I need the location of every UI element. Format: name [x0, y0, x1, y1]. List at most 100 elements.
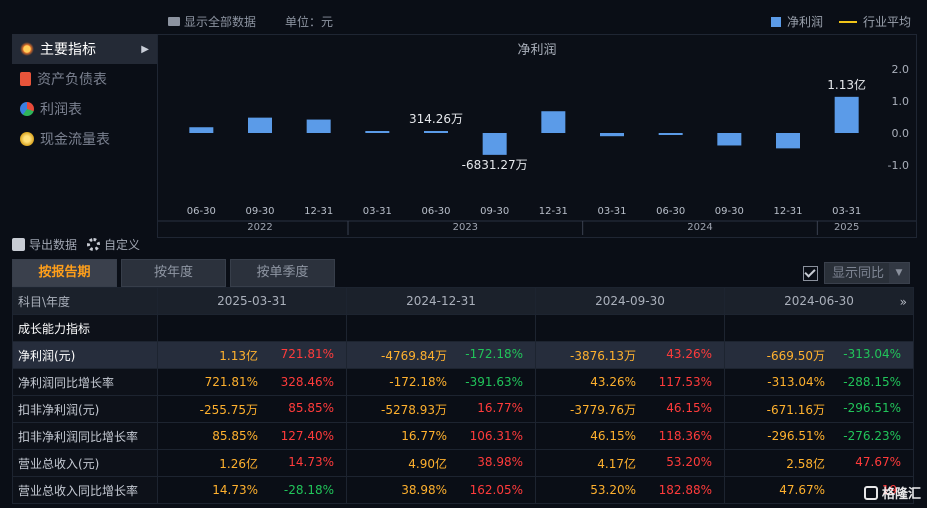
table-row[interactable]: 净利润(元) 1.13亿 721.81% -4769.84万 -172.18% -3876… — [12, 341, 914, 369]
column-header: 2025-03-31 — [157, 287, 347, 315]
table-cell: 1.26亿 14.73% — [157, 449, 347, 477]
cell-yoy-value: 85.85% — [288, 400, 334, 415]
cell-yoy-value: 182.88% — [658, 483, 712, 497]
sidebar-item-balance-sheet[interactable]: 资产负债表 — [12, 64, 157, 94]
cell-value: 85.85% — [212, 429, 258, 443]
column-header: 2024-09-30 — [535, 287, 725, 315]
sidebar-item-main-indicators[interactable]: 主要指标 ▶ — [12, 34, 157, 64]
section-empty-cell — [346, 314, 536, 342]
star-icon — [20, 42, 34, 56]
cell-yoy-value: 328.46% — [280, 375, 334, 389]
yoy-checkbox[interactable] — [803, 265, 818, 281]
row-label: 扣非净利润(元) — [12, 395, 158, 423]
chart-bar — [717, 133, 742, 146]
row-label: 扣非净利润同比增长率 — [12, 422, 158, 450]
table-cell: 14.73% -28.18% — [157, 476, 347, 504]
cell-yoy-value: -288.15% — [843, 375, 901, 389]
x-tick-label: 12-31 — [304, 206, 333, 217]
cell-yoy-value: -172.18% — [465, 346, 523, 361]
sidebar-item-label: 现金流量表 — [40, 132, 110, 148]
cell-value: 14.73% — [212, 483, 258, 497]
section-title: 成长能力指标 — [12, 314, 158, 342]
legend-bar-label: 净利润 — [786, 15, 823, 29]
table-cell: 43.26% 117.53% — [535, 368, 725, 396]
table-row[interactable]: 营业总收入(元) 1.26亿 14.73% 4.90亿 38.98% 4.17亿 53.20… — [12, 449, 914, 477]
y-tick-label: 2.0 — [892, 63, 910, 76]
row-label: 营业总收入同比增长率 — [12, 476, 158, 504]
export-button[interactable]: 导出数据 — [29, 238, 78, 252]
chevron-down-icon: ▼ — [889, 263, 909, 283]
logo-icon — [863, 485, 878, 500]
table-cell: 46.15% 118.36% — [535, 422, 725, 450]
table-cell: -671.16万 -296.51% — [724, 395, 914, 423]
y-tick-label: 1.0 — [892, 95, 910, 108]
section-empty-cell — [157, 314, 347, 342]
yoy-control: 显示同比 ▼ — [803, 262, 910, 284]
cell-value: -4769.84万 — [381, 348, 447, 363]
chart-bar — [658, 133, 683, 135]
x-tick-label: 09-30 — [715, 206, 744, 217]
x-tick-label: 06-30 — [187, 206, 216, 217]
x-tick-label: 06-30 — [421, 206, 450, 217]
cell-yoy-value: 14.73% — [288, 454, 334, 469]
show-all-data-button[interactable]: 显示全部数据 — [168, 13, 256, 30]
tab-by-report-period[interactable]: 按报告期 — [12, 259, 117, 287]
corner-header: 科目\年度 — [12, 287, 158, 315]
cell-yoy-value: 16.77% — [477, 400, 523, 415]
table-cell: -4769.84万 -172.18% — [346, 341, 536, 369]
cell-yoy-value: -276.23% — [843, 429, 901, 443]
cell-value: -172.18% — [389, 375, 447, 389]
table-cell: -669.50万 -313.04% — [724, 341, 914, 369]
table-row[interactable]: 营业总收入同比增长率 14.73% -28.18% 38.98% 162.05% 53.2… — [12, 476, 914, 504]
x-tick-label: 12-31 — [773, 206, 802, 217]
legend-bar-swatch — [770, 16, 781, 27]
chart-bar — [776, 133, 800, 149]
sidebar-item-cash-flow[interactable]: 现金流量表 — [12, 124, 157, 154]
table-row[interactable]: 净利润同比增长率 721.81% 328.46% -172.18% -391.63% 43… — [12, 368, 914, 396]
custom-button[interactable]: 自定义 — [104, 238, 141, 252]
cell-value: 43.26% — [590, 375, 636, 389]
table-cell: 4.90亿 38.98% — [346, 449, 536, 477]
table-cell: 85.85% 127.40% — [157, 422, 347, 450]
sidebar-item-income-statement[interactable]: 利润表 — [12, 94, 157, 124]
tab-by-year[interactable]: 按年度 — [121, 259, 226, 287]
chart-bar — [248, 117, 272, 133]
cell-value: -5278.93万 — [381, 402, 447, 417]
cell-yoy-value: 721.81% — [280, 346, 334, 361]
period-tabs: 按报告期 按年度 按单季度 — [12, 259, 335, 287]
balance-sheet-icon — [20, 72, 31, 86]
table-cell: 4.17亿 53.20% — [535, 449, 725, 477]
cell-value: 4.17亿 — [597, 456, 636, 471]
sidebar-item-label: 利润表 — [40, 102, 82, 118]
table-cell: -255.75万 85.85% — [157, 395, 347, 423]
table-cell: 53.20% 182.88% — [535, 476, 725, 504]
chart-bar — [424, 131, 448, 133]
cell-value: 46.15% — [590, 429, 636, 443]
yoy-select[interactable]: 显示同比 ▼ — [824, 262, 910, 284]
cell-yoy-value: 106.31% — [469, 429, 523, 443]
more-columns-icon[interactable]: » — [899, 295, 907, 309]
chart-bar — [482, 133, 507, 155]
cell-yoy-value: 19. — [881, 483, 901, 497]
tab-by-quarter[interactable]: 按单季度 — [230, 259, 335, 287]
table-row[interactable]: 扣非净利润(元) -255.75万 85.85% -5278.93万 16.77% -37… — [12, 395, 914, 423]
data-label: 314.26万 — [409, 112, 463, 126]
table-cell: 38.98% 162.05% — [346, 476, 536, 504]
chart-bar — [365, 131, 390, 133]
comment-icon — [168, 17, 180, 26]
cell-yoy-value: 127.40% — [280, 429, 334, 443]
table-row[interactable]: 扣非净利润同比增长率 85.85% 127.40% 16.77% 106.31% 46.1… — [12, 422, 914, 450]
x-tick-label: 12-31 — [539, 206, 568, 217]
x-tick-label: 09-30 — [245, 206, 274, 217]
chart-bar — [541, 111, 566, 133]
chart-svg: 净利润 2.0 1.0 0.0 -1.0 06-30 09-30 12-31 03-31 06-… — [158, 43, 916, 235]
x-tick-label: 09-30 — [480, 206, 509, 217]
cell-value: 721.81% — [204, 375, 258, 389]
chart-legend: 净利润 行业平均 — [770, 13, 911, 30]
year-label: 2022 — [247, 222, 272, 233]
cell-value: 47.67% — [779, 483, 825, 497]
cell-value: 2.58亿 — [786, 456, 825, 471]
cell-value: -671.16万 — [766, 402, 825, 417]
table-cell: -3779.76万 46.15% — [535, 395, 725, 423]
section-empty-cell — [535, 314, 725, 342]
